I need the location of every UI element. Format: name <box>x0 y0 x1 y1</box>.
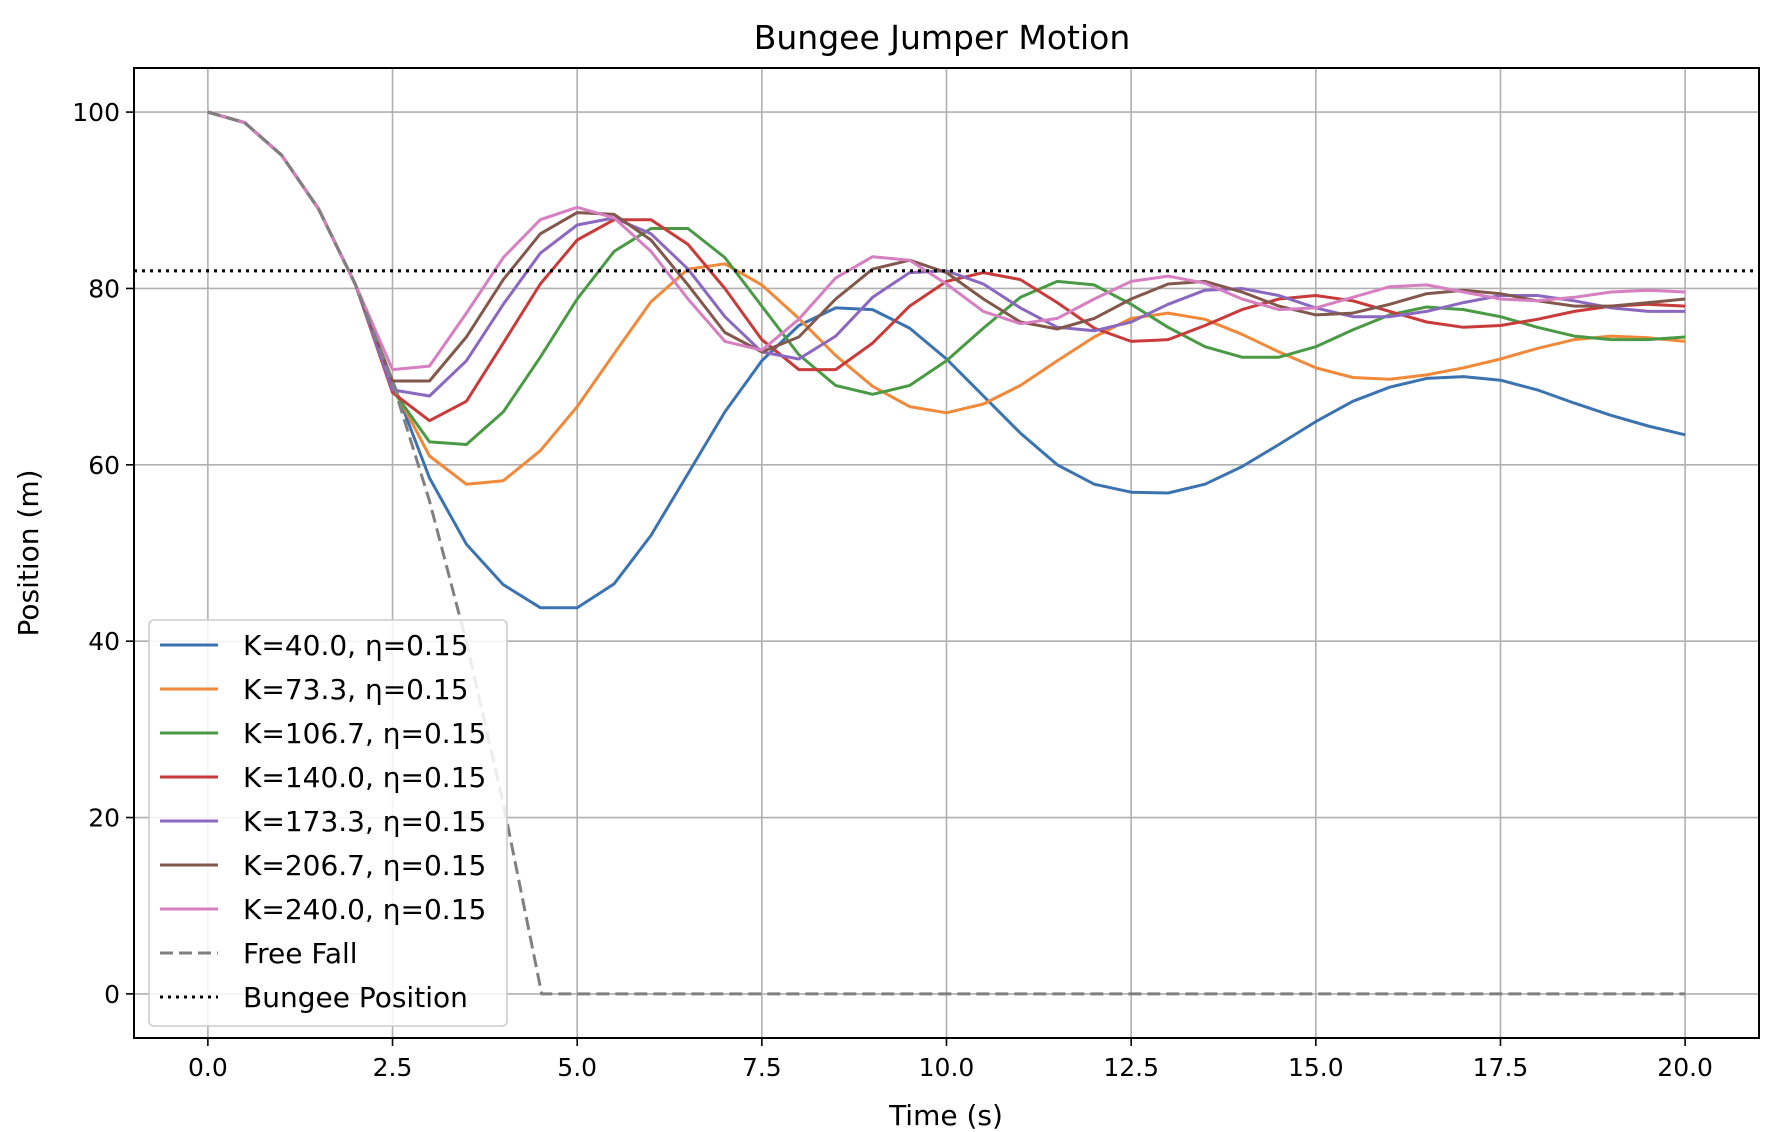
y-tick-label: 60 <box>88 451 120 480</box>
legend-label-2: K=106.7, η=0.15 <box>243 717 486 750</box>
series-lines <box>134 110 1759 996</box>
x-tick-label: 7.5 <box>742 1053 782 1082</box>
series-line-6 <box>207 110 1686 372</box>
y-tick-label: 40 <box>88 627 120 656</box>
series-line-1 <box>207 110 1686 486</box>
legend-label-1: K=73.3, η=0.15 <box>243 673 469 706</box>
legend-label-7: Free Fall <box>243 937 358 970</box>
legend-label-3: K=140.0, η=0.15 <box>243 761 486 794</box>
x-tick-label: 20.0 <box>1657 1053 1713 1082</box>
legend-label-6: K=240.0, η=0.15 <box>243 893 486 926</box>
x-tick-label: 17.5 <box>1473 1053 1529 1082</box>
series-line-4 <box>207 110 1686 398</box>
x-tick-label: 10.0 <box>919 1053 975 1082</box>
y-tick-label: 100 <box>72 98 120 127</box>
x-axis-label: Time (s) <box>888 1099 1003 1132</box>
series-line-7 <box>207 110 1686 996</box>
legend-label-0: K=40.0, η=0.15 <box>243 629 469 662</box>
legend: K=40.0, η=0.15 K=73.3, η=0.15 K=106.7, η=0… <box>148 619 508 1027</box>
legend-label-4: K=173.3, η=0.15 <box>243 805 486 838</box>
x-tick-label: 5.0 <box>557 1053 597 1082</box>
y-tick-label: 80 <box>88 274 120 303</box>
legend-box <box>148 619 508 1027</box>
x-tick-label: 15.0 <box>1288 1053 1344 1082</box>
x-tick-label: 2.5 <box>373 1053 413 1082</box>
legend-label-8: Bungee Position <box>243 981 468 1014</box>
chart-title: Bungee Jumper Motion <box>754 18 1131 57</box>
y-axis-label: Position (m) <box>12 469 45 636</box>
x-tick-label: 0.0 <box>188 1053 228 1082</box>
series-line-5 <box>207 110 1686 383</box>
y-tick-label: 0 <box>104 980 120 1009</box>
legend-label-5: K=206.7, η=0.15 <box>243 849 486 882</box>
axis-ticks: 0.0 2.5 5.0 7.5 10.0 12.5 15.0 17.5 20.0 0 20 40 60 8… <box>72 98 1713 1082</box>
y-tick-label: 20 <box>88 804 120 833</box>
series-line-3 <box>207 110 1686 423</box>
x-tick-label: 12.5 <box>1103 1053 1159 1082</box>
